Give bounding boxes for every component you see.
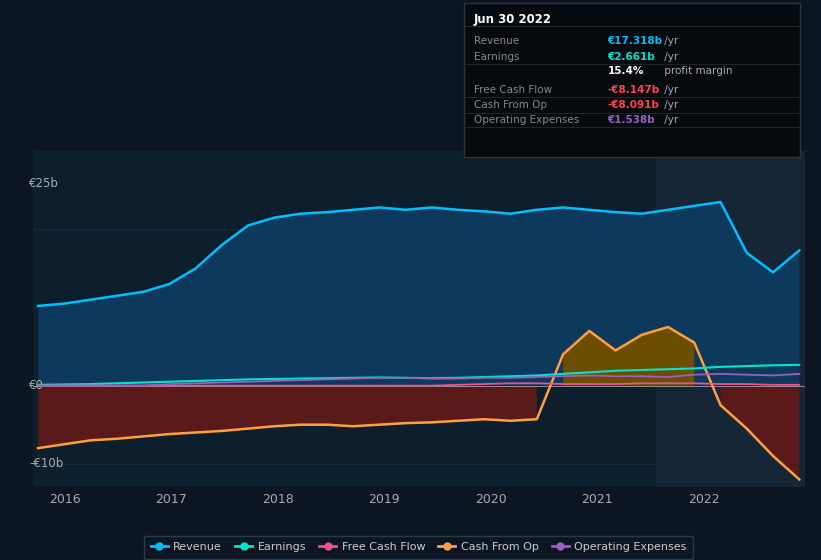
Text: €1.538b: €1.538b bbox=[608, 115, 655, 125]
Text: €0: €0 bbox=[29, 379, 44, 392]
Text: Revenue: Revenue bbox=[474, 36, 519, 46]
Text: €25b: €25b bbox=[29, 178, 59, 190]
Text: /yr: /yr bbox=[661, 36, 678, 46]
Text: Jun 30 2022: Jun 30 2022 bbox=[474, 13, 552, 26]
Text: /yr: /yr bbox=[661, 52, 678, 62]
Bar bbox=[655, 151, 805, 487]
Text: Operating Expenses: Operating Expenses bbox=[474, 115, 579, 125]
Text: Earnings: Earnings bbox=[474, 52, 519, 62]
Text: -€8.091b: -€8.091b bbox=[608, 100, 659, 110]
Text: profit margin: profit margin bbox=[661, 66, 732, 76]
Text: Cash From Op: Cash From Op bbox=[474, 100, 547, 110]
Legend: Revenue, Earnings, Free Cash Flow, Cash From Op, Operating Expenses: Revenue, Earnings, Free Cash Flow, Cash … bbox=[144, 535, 693, 559]
Text: €17.318b: €17.318b bbox=[608, 36, 663, 46]
Text: /yr: /yr bbox=[661, 85, 678, 95]
Text: -€8.147b: -€8.147b bbox=[608, 85, 660, 95]
Text: 15.4%: 15.4% bbox=[608, 66, 644, 76]
Text: €2.661b: €2.661b bbox=[608, 52, 655, 62]
Text: -€10b: -€10b bbox=[29, 458, 63, 470]
Text: Free Cash Flow: Free Cash Flow bbox=[474, 85, 552, 95]
Text: /yr: /yr bbox=[661, 115, 678, 125]
Text: /yr: /yr bbox=[661, 100, 678, 110]
